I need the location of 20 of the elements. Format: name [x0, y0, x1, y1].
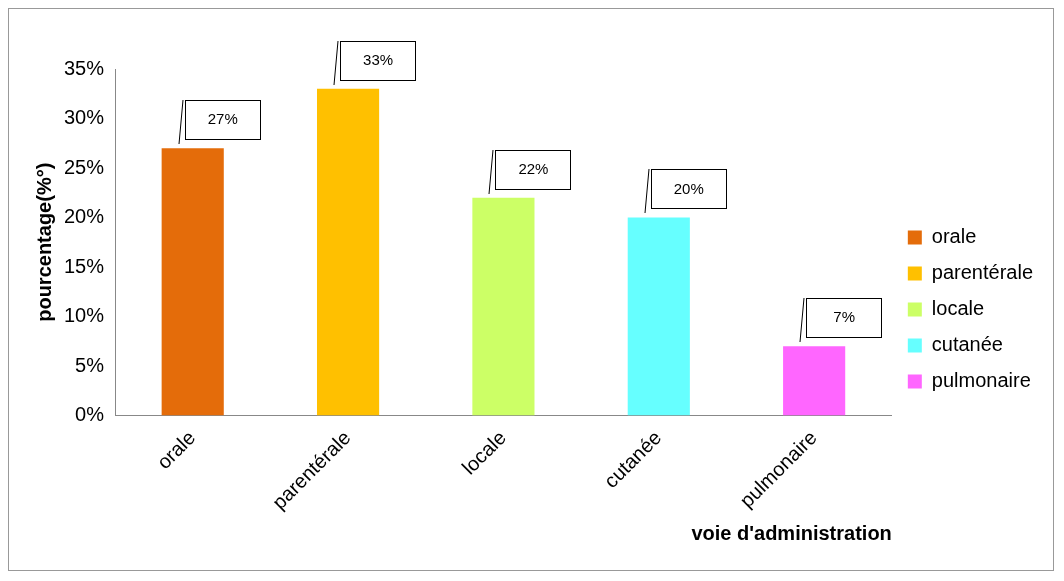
y-tick-label: 20% — [64, 205, 105, 228]
legend-label: pulmonaire — [931, 369, 1031, 392]
legend-label: cutanée — [931, 333, 1003, 356]
legend-label: orale — [931, 225, 977, 248]
y-tick-label: 30% — [64, 106, 105, 129]
legend-label: locale — [931, 297, 985, 320]
data-label: 33% — [363, 50, 394, 68]
data-label: 7% — [833, 308, 855, 326]
y-tick-label: 25% — [64, 155, 105, 178]
y-tick-label: 5% — [75, 353, 105, 376]
y-tick-label: 10% — [64, 304, 105, 326]
y-axis-title: pourcentage(%°) — [32, 162, 55, 322]
y-tick-label: 0% — [75, 403, 105, 425]
legend-label: parentérale — [931, 261, 1034, 284]
x-axis-title: voie d'administration — [691, 521, 892, 544]
y-tick-label: 35% — [64, 56, 105, 79]
data-label: 20% — [673, 179, 704, 197]
data-label: 27% — [207, 110, 238, 128]
data-label: 22% — [518, 159, 549, 177]
y-tick-label: 15% — [64, 254, 105, 277]
